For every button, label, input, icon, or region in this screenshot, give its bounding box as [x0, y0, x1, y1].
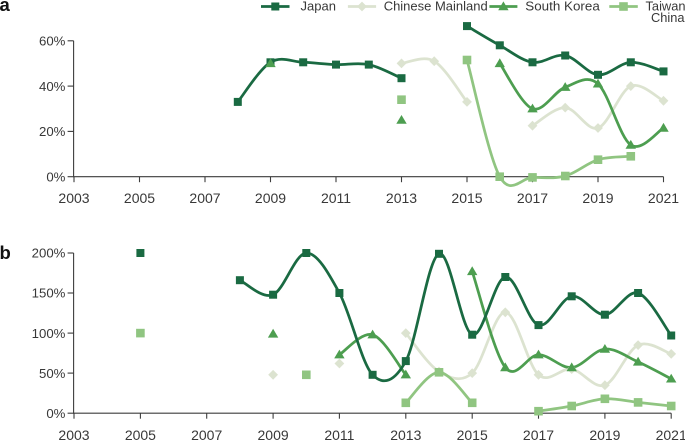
svg-text:200%: 200%: [32, 246, 66, 261]
svg-text:Japan: Japan: [301, 0, 336, 14]
svg-text:2013: 2013: [390, 427, 421, 441]
svg-text:2017: 2017: [517, 190, 548, 206]
svg-text:2005: 2005: [125, 427, 156, 441]
svg-text:2015: 2015: [457, 427, 488, 441]
svg-text:60%: 60%: [39, 34, 66, 49]
svg-text:2019: 2019: [582, 190, 613, 206]
svg-text:2005: 2005: [124, 190, 155, 206]
svg-text:100%: 100%: [32, 326, 66, 341]
svg-text:2011: 2011: [321, 190, 351, 206]
svg-text:China: China: [651, 10, 685, 25]
svg-text:40%: 40%: [39, 79, 66, 94]
svg-text:Chinese Mainland: Chinese Mainland: [384, 0, 488, 14]
svg-text:2015: 2015: [451, 190, 482, 206]
svg-text:b: b: [0, 242, 11, 263]
svg-text:2017: 2017: [523, 427, 554, 441]
svg-text:2021: 2021: [656, 427, 685, 441]
svg-text:2011: 2011: [324, 427, 354, 441]
svg-text:0%: 0%: [46, 406, 65, 421]
svg-text:Taiwan: Taiwan: [646, 0, 685, 14]
svg-text:2007: 2007: [191, 427, 222, 441]
svg-text:2009: 2009: [258, 427, 289, 441]
svg-text:South Korea: South Korea: [525, 0, 600, 14]
svg-text:2007: 2007: [189, 190, 220, 206]
svg-text:2021: 2021: [648, 190, 679, 206]
svg-text:2009: 2009: [255, 190, 286, 206]
svg-text:2013: 2013: [386, 190, 417, 206]
svg-text:0%: 0%: [46, 169, 65, 184]
svg-text:a: a: [0, 0, 11, 15]
svg-text:20%: 20%: [39, 124, 66, 139]
svg-text:50%: 50%: [39, 366, 66, 381]
svg-text:2003: 2003: [58, 427, 89, 441]
svg-text:150%: 150%: [32, 286, 66, 301]
svg-text:2019: 2019: [589, 427, 620, 441]
svg-text:2003: 2003: [58, 190, 89, 206]
